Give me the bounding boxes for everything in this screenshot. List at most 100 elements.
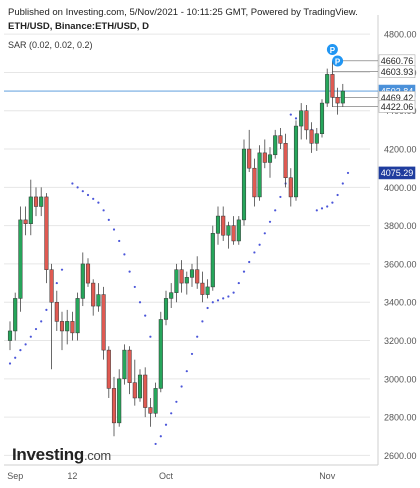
candle-body: [85, 263, 91, 284]
candle-body: [106, 349, 111, 389]
sar-dot: [268, 220, 272, 223]
symbol-line: ETH/USD, Binance:ETH/USD, D: [8, 21, 149, 32]
sar-dot: [138, 301, 142, 304]
sar-dot: [274, 209, 277, 212]
candle-body: [111, 388, 117, 424]
candle-body: [122, 349, 127, 380]
sar-dot: [201, 320, 204, 323]
sar-dot: [185, 370, 188, 373]
sar-dot: [237, 281, 240, 285]
candle-body: [205, 286, 210, 295]
candle-body: [247, 148, 252, 169]
sar-dot: [40, 320, 43, 323]
candle-body: [148, 407, 153, 414]
price-label: 4469.42: [381, 93, 414, 103]
candle-body: [231, 225, 236, 242]
candle-body: [143, 374, 148, 408]
sar-dot: [320, 207, 324, 210]
candle-body: [54, 301, 59, 322]
candle-body: [127, 349, 132, 383]
x-tick-label: Nov: [319, 471, 336, 481]
sar-dot: [14, 356, 17, 359]
sar-dot: [92, 197, 95, 200]
candle-body: [278, 135, 283, 144]
sar-dot: [279, 195, 282, 199]
candle-body: [70, 321, 75, 334]
candle-body: [288, 177, 293, 198]
candle-body: [91, 282, 96, 307]
candle-body: [304, 110, 309, 131]
sar-dot: [294, 117, 298, 120]
sar-dot: [76, 186, 79, 189]
candle-body: [7, 330, 13, 341]
sar-dot: [253, 251, 256, 254]
sar-dot: [29, 335, 32, 338]
candle-body: [179, 269, 184, 284]
candle-body: [101, 294, 106, 351]
sar-dot: [222, 297, 225, 300]
candle-body: [330, 74, 335, 98]
candle-body: [137, 374, 143, 399]
sar-dot: [71, 182, 74, 185]
sar-dot: [149, 335, 152, 338]
candle-body: [236, 219, 241, 242]
p-marker-label: P: [330, 46, 336, 55]
sar-dot: [45, 308, 48, 311]
candle-body: [153, 388, 158, 414]
sar-dot: [248, 260, 251, 264]
sar-dot: [258, 243, 261, 246]
investing-logo: Investing.com: [12, 445, 111, 465]
candle-body: [49, 269, 54, 303]
candle-body: [340, 90, 345, 104]
candle-body: [158, 319, 163, 389]
sar-dot: [196, 335, 199, 338]
sar-dot: [341, 182, 344, 185]
candle-body: [262, 152, 267, 163]
sar-dot: [86, 193, 90, 197]
candle-body: [200, 282, 205, 295]
sar-dot: [24, 343, 27, 346]
candle-body: [241, 148, 247, 221]
price-label: 4660.76: [381, 56, 414, 66]
sar-dot: [180, 385, 183, 388]
sar-dot: [112, 228, 116, 231]
candle-body: [195, 269, 200, 284]
candle-body: [252, 167, 257, 198]
price-label-box: [378, 100, 416, 113]
price-label: 4603.93: [381, 67, 414, 77]
p-marker-label: P: [335, 57, 341, 66]
y-tick-label: 3000.00: [384, 374, 417, 384]
sar-dot: [118, 239, 121, 243]
x-tick-label: 12: [67, 471, 77, 481]
candle-body: [221, 215, 226, 236]
price-label-box: [378, 166, 416, 180]
sar-dot: [289, 113, 292, 116]
sar-dot: [263, 232, 266, 235]
sar-dot: [34, 327, 38, 331]
candle-body: [293, 125, 299, 198]
y-tick-label: 3400.00: [384, 298, 417, 308]
candle-body: [169, 292, 174, 299]
candle-body: [65, 321, 70, 332]
candle-body: [44, 196, 49, 270]
sar-dot: [154, 442, 157, 446]
sar-dot: [175, 400, 178, 403]
sar-indicator-label[interactable]: SAR (0.02, 0.02, 0.2): [8, 40, 93, 50]
candle-body: [13, 298, 18, 332]
candle-body: [33, 196, 39, 207]
sar-dot: [211, 301, 214, 304]
candle-body: [163, 298, 169, 320]
y-tick-label: 4200.00: [384, 145, 417, 155]
y-tick-label: 4000.00: [384, 183, 417, 193]
price-label: 4075.29: [381, 168, 414, 178]
candle-body: [117, 378, 122, 424]
published-line: Published on Investing.com, 5/Nov/2021 -…: [8, 7, 358, 18]
sar-dot: [346, 171, 350, 175]
candle-body: [75, 298, 80, 334]
candle-body: [335, 97, 340, 104]
y-tick-label: 2800.00: [384, 413, 417, 423]
logo-brand: Investing: [12, 445, 84, 464]
p-marker-icon: [332, 55, 344, 67]
candle-body: [267, 154, 273, 163]
